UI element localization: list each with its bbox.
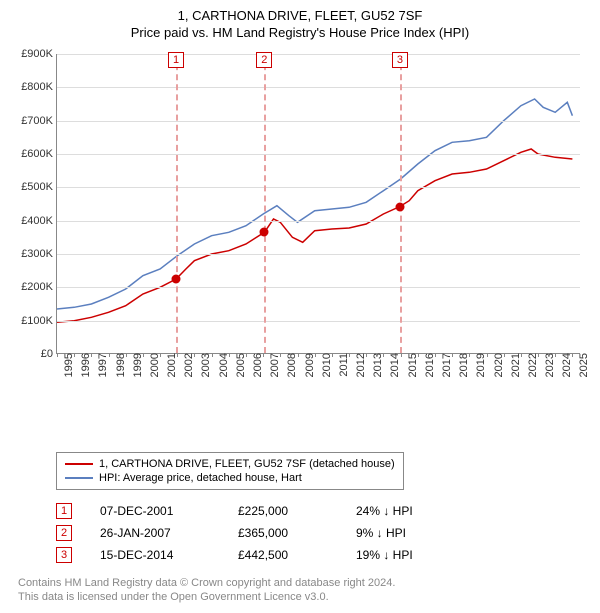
x-tick-label: 2011 [332, 353, 350, 377]
y-gridline [57, 254, 580, 255]
x-tick-label: 2017 [435, 353, 453, 377]
y-gridline [57, 87, 580, 88]
x-tick-label: 2016 [418, 353, 436, 377]
x-tick-label: 1995 [57, 353, 75, 377]
x-tick-label: 2013 [366, 353, 384, 377]
x-tick-label: 2007 [263, 353, 281, 377]
plot-area: £0£100K£200K£300K£400K£500K£600K£700K£80… [56, 54, 580, 354]
series-hpi [57, 99, 572, 309]
y-gridline [57, 121, 580, 122]
y-tick-label: £400K [21, 215, 57, 227]
y-tick-label: £100K [21, 315, 57, 327]
x-tick-label: 1997 [91, 353, 109, 377]
y-tick-label: £600K [21, 148, 57, 160]
chart-title-desc: Price paid vs. HM Land Registry's House … [8, 25, 592, 40]
y-tick-label: £300K [21, 248, 57, 260]
x-tick-label: 2024 [555, 353, 573, 377]
x-tick-label: 1999 [126, 353, 144, 377]
event-row: 2 26-JAN-2007 £365,000 9% ↓ HPI [56, 522, 592, 544]
event-row-price: £442,500 [238, 548, 328, 562]
x-tick-label: 2009 [298, 353, 316, 377]
y-tick-label: £900K [21, 48, 57, 60]
y-tick-label: £500K [21, 181, 57, 193]
y-gridline [57, 154, 580, 155]
x-tick-label: 2014 [383, 353, 401, 377]
x-tick-label: 2025 [572, 353, 590, 377]
y-gridline [57, 287, 580, 288]
legend: 1, CARTHONA DRIVE, FLEET, GU52 7SF (deta… [56, 452, 404, 490]
series-price_paid [57, 149, 572, 322]
x-tick-label: 2001 [160, 353, 178, 377]
x-tick-label: 2015 [401, 353, 419, 377]
event-row-diff: 24% ↓ HPI [356, 504, 466, 518]
y-tick-label: £200K [21, 281, 57, 293]
x-tick-label: 2020 [487, 353, 505, 377]
sale-dot [395, 202, 404, 211]
event-marker-box: 3 [392, 52, 408, 68]
x-tick-label: 2022 [521, 353, 539, 377]
legend-row: HPI: Average price, detached house, Hart [65, 471, 395, 485]
y-gridline [57, 221, 580, 222]
x-tick-label: 2006 [246, 353, 264, 377]
event-row-diff: 19% ↓ HPI [356, 548, 466, 562]
event-row: 1 07-DEC-2001 £225,000 24% ↓ HPI [56, 500, 592, 522]
y-gridline [57, 54, 580, 55]
x-tick-label: 2010 [315, 353, 333, 377]
chart-title-address: 1, CARTHONA DRIVE, FLEET, GU52 7SF [8, 8, 592, 23]
line-series-svg [57, 54, 581, 354]
x-tick-label: 2012 [349, 353, 367, 377]
x-tick-label: 2000 [143, 353, 161, 377]
x-tick-label: 2003 [194, 353, 212, 377]
event-row-number: 3 [56, 547, 72, 563]
event-row-number: 1 [56, 503, 72, 519]
x-tick-label: 1996 [74, 353, 92, 377]
sale-dot [172, 275, 181, 284]
x-tick-label: 2008 [280, 353, 298, 377]
event-row-date: 07-DEC-2001 [100, 504, 210, 518]
footer-line-2: This data is licensed under the Open Gov… [18, 590, 592, 604]
event-row-date: 26-JAN-2007 [100, 526, 210, 540]
event-marker-box: 2 [256, 52, 272, 68]
event-row-price: £225,000 [238, 504, 328, 518]
y-tick-label: £700K [21, 115, 57, 127]
event-row-number: 2 [56, 525, 72, 541]
y-tick-label: £800K [21, 81, 57, 93]
x-tick-label: 2023 [538, 353, 556, 377]
legend-row: 1, CARTHONA DRIVE, FLEET, GU52 7SF (deta… [65, 457, 395, 471]
event-row-price: £365,000 [238, 526, 328, 540]
attribution-footer: Contains HM Land Registry data © Crown c… [18, 576, 592, 605]
y-gridline [57, 321, 580, 322]
sale-dot [260, 228, 269, 237]
y-gridline [57, 187, 580, 188]
x-tick-label: 2019 [469, 353, 487, 377]
event-line [264, 54, 266, 353]
event-line [176, 54, 178, 353]
x-tick-label: 2005 [229, 353, 247, 377]
chart-area: £0 £100K £200K £300K £400K £500K £600K £700K £80… [8, 48, 592, 408]
x-tick-label: 2018 [452, 353, 470, 377]
events-table: 1 07-DEC-2001 £225,000 24% ↓ HPI 2 26-JAN-200… [56, 500, 592, 566]
legend-swatch [65, 477, 93, 479]
x-tick-label: 1998 [109, 353, 127, 377]
event-row-date: 15-DEC-2014 [100, 548, 210, 562]
legend-label: HPI: Average price, detached house, Hart [99, 472, 302, 484]
x-tick-label: 2004 [212, 353, 230, 377]
x-tick-label: 2002 [177, 353, 195, 377]
event-marker-box: 1 [168, 52, 184, 68]
event-row-diff: 9% ↓ HPI [356, 526, 466, 540]
event-row: 3 15-DEC-2014 £442,500 19% ↓ HPI [56, 544, 592, 566]
footer-line-1: Contains HM Land Registry data © Crown c… [18, 576, 592, 590]
legend-label: 1, CARTHONA DRIVE, FLEET, GU52 7SF (deta… [99, 458, 395, 470]
legend-swatch [65, 463, 93, 465]
x-tick-label: 2021 [504, 353, 522, 377]
y-tick-label: £0 [41, 348, 57, 360]
